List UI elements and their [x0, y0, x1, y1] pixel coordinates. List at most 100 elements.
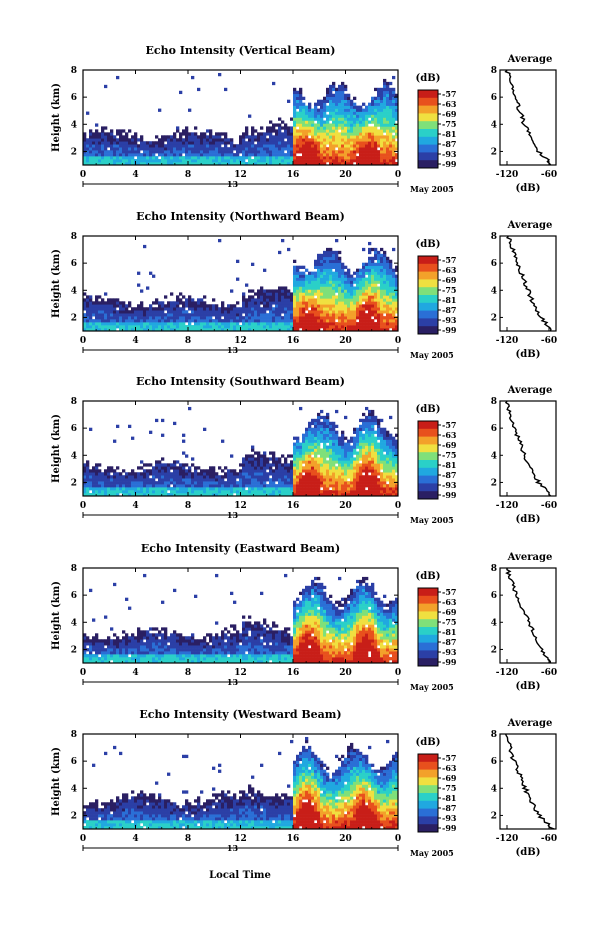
heatmap-cell — [374, 466, 378, 470]
heatmap-cell — [287, 126, 291, 130]
heatmap-cell — [203, 141, 207, 145]
heatmap-cell — [149, 481, 153, 485]
heatmap-cell — [179, 463, 183, 467]
heatmap-cell — [365, 283, 369, 287]
heatmap-cell — [332, 150, 336, 154]
heatmap-cell — [386, 150, 390, 154]
heatmap-cell — [377, 250, 381, 255]
heatmap-cell — [332, 442, 336, 446]
heatmap-cell — [179, 301, 183, 305]
heatmap-cell — [383, 478, 387, 482]
heatmap-cell — [371, 433, 375, 437]
heatmap-cell — [392, 457, 396, 461]
heatmap-cell — [89, 469, 93, 473]
heatmap-cell — [137, 472, 141, 476]
heatmap-cell — [356, 493, 360, 497]
heatmap-cell — [296, 141, 300, 145]
heatmap-cell — [116, 132, 120, 136]
heatmap-cell — [344, 265, 348, 269]
heatmap-cell — [254, 328, 258, 332]
heatmap-cell — [215, 481, 219, 485]
heatmap-cell — [392, 490, 396, 494]
heatmap-cell — [110, 138, 114, 142]
heatmap-cell — [215, 147, 219, 151]
heatmap-cell — [293, 90, 297, 95]
heatmap-cell — [338, 319, 342, 323]
heatmap-cell — [185, 478, 189, 482]
heatmap-cell — [371, 141, 375, 145]
heatmap-cell — [266, 289, 270, 293]
heatmap-cell — [314, 325, 318, 329]
heatmap-cell — [311, 466, 315, 470]
heatmap-cell — [164, 469, 168, 473]
heatmap-cell — [125, 487, 129, 491]
heatmap-cell — [179, 292, 183, 296]
colorbar-tick-label: -69 — [442, 109, 457, 119]
heatmap-cell — [305, 295, 309, 299]
heatmap-cell — [293, 457, 297, 461]
heatmap-cell — [356, 129, 360, 133]
heatmap-cell — [230, 138, 234, 142]
heatmap-cell — [371, 96, 375, 100]
heatmap-cell — [374, 87, 378, 92]
heatmap-cell — [176, 469, 180, 473]
heatmap-cell — [302, 96, 306, 100]
heatmap-cell — [122, 150, 126, 154]
heatmap-cell — [302, 111, 306, 115]
heatmap-cell — [377, 156, 381, 160]
heatmap-cell — [293, 436, 297, 440]
heatmap-cell — [209, 159, 213, 163]
heatmap-cell — [116, 298, 120, 302]
heatmap-cell — [386, 114, 390, 118]
heatmap-cell — [212, 141, 216, 145]
heatmap-cell — [272, 150, 276, 154]
heatmap-cell — [176, 481, 180, 485]
heatmap-cell — [203, 493, 207, 497]
heatmap-cell — [116, 153, 120, 157]
heatmap-cell — [371, 108, 375, 112]
heatmap-cell — [389, 484, 393, 488]
heatmap-cell — [95, 162, 99, 166]
heatmap-cell — [254, 460, 258, 464]
heatmap-cell — [332, 126, 336, 130]
heatmap-cell — [191, 490, 195, 494]
heatmap-cell — [320, 265, 324, 269]
heatmap-cell — [212, 472, 216, 476]
heatmap-cell — [362, 277, 366, 281]
heatmap-cell — [89, 162, 93, 166]
heatmap-cell — [353, 111, 357, 115]
heatmap-cell — [95, 487, 99, 491]
heatmap-cell — [185, 310, 189, 314]
heatmap-cell — [383, 454, 387, 458]
heatmap-cell — [323, 111, 327, 115]
heatmap-cell — [107, 475, 111, 479]
heatmap-cell — [338, 132, 342, 136]
heatmap-cell — [320, 436, 324, 440]
heatmap-cell — [173, 156, 177, 160]
heatmap-cell — [245, 481, 249, 485]
heatmap-cell — [335, 310, 339, 314]
heatmap-cell — [353, 310, 357, 314]
heatmap-cell — [257, 310, 261, 314]
heatmap-cell — [206, 493, 210, 497]
heatmap-cell — [179, 319, 183, 323]
heatmap-cell — [386, 277, 390, 281]
heatmap-cell — [350, 304, 354, 308]
heatmap-cell — [113, 319, 117, 323]
heatmap-cell — [287, 135, 291, 139]
heatmap-cell — [233, 481, 237, 485]
heatmap-cell — [155, 301, 159, 305]
heatmap-cell — [89, 493, 93, 497]
heatmap-cell — [260, 310, 264, 314]
heatmap-cell — [287, 298, 291, 302]
heatmap-cell — [149, 493, 153, 497]
heatmap-cell — [386, 105, 390, 109]
heatmap-cell — [113, 328, 117, 332]
heatmap-cell — [230, 144, 234, 148]
heatmap-cell — [353, 108, 357, 112]
heatmap-cell — [92, 147, 96, 151]
heatmap-cell — [383, 268, 387, 272]
heatmap-cell — [389, 93, 393, 98]
heatmap-cell — [329, 460, 333, 464]
heatmap-cell — [344, 271, 348, 275]
